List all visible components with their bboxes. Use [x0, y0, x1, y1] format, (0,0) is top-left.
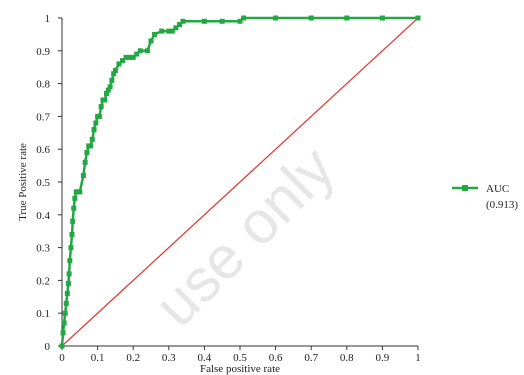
roc-data-point	[98, 104, 104, 110]
x-tick-label: 0.3	[162, 352, 176, 364]
x-tick-label: 0.8	[340, 352, 354, 364]
roc-data-point	[82, 159, 88, 165]
x-tick-label: 0.9	[376, 352, 390, 364]
x-axis-ticks: 0 0.1 0.2 0.3 0.4 0.5 0.6 0.7 0.8 0.9 1	[59, 346, 421, 364]
y-tick-label: 0.6	[36, 144, 50, 156]
roc-data-point	[61, 320, 67, 326]
y-tick-label: 0.3	[36, 243, 50, 255]
y-tick-label: 0	[45, 341, 51, 353]
x-tick-label: 0.7	[304, 352, 318, 364]
roc-data-point	[63, 300, 69, 306]
series-layer	[59, 15, 421, 349]
roc-data-point	[109, 77, 115, 83]
roc-data-point	[379, 15, 385, 21]
roc-data-point	[69, 231, 75, 237]
roc-data-point	[237, 18, 243, 24]
y-tick-label: 0.5	[36, 177, 50, 189]
y-tick-label: 0.9	[36, 46, 50, 58]
roc-data-point	[123, 54, 129, 60]
roc-data-point	[144, 48, 150, 54]
roc-data-point	[67, 258, 73, 264]
roc-data-point	[68, 245, 74, 251]
x-tick-label: 0.2	[126, 352, 140, 364]
roc-data-point	[104, 90, 109, 96]
y-axis-title: True Positive rate	[17, 143, 29, 221]
y-tick-label: 0.2	[36, 275, 50, 287]
y-tick-label: 0.7	[36, 111, 50, 123]
roc-data-point	[87, 143, 93, 149]
roc-data-point	[66, 271, 72, 277]
roc-data-point	[120, 58, 126, 64]
y-tick-label: 0.1	[36, 308, 50, 320]
roc-data-point	[111, 71, 117, 77]
roc-data-point	[159, 28, 165, 34]
reference-diagonal-line	[61, 17, 419, 347]
y-tick-label: 1	[45, 13, 51, 25]
roc-data-point	[65, 281, 71, 287]
legend-sublabel: (0.913)	[486, 199, 518, 211]
x-tick-label: 0	[59, 352, 65, 364]
roc-data-point	[64, 291, 70, 297]
roc-data-point	[70, 218, 76, 224]
roc-data-point	[62, 310, 68, 316]
roc-data-point	[84, 149, 90, 155]
x-axis-title: False positive rate	[200, 363, 280, 375]
roc-data-point	[91, 127, 97, 133]
roc-data-point	[107, 84, 113, 90]
roc-data-point	[96, 113, 102, 119]
roc-data-point	[344, 15, 350, 21]
roc-data-point	[71, 205, 77, 211]
y-axis-ticks: 0 0.1 0.2 0.3 0.4 0.5 0.6 0.7 0.8 0.9 1	[36, 13, 62, 353]
roc-data-point	[201, 18, 207, 24]
roc-data-point	[60, 330, 66, 336]
x-tick-label: 1	[415, 352, 421, 364]
roc-data-point	[180, 18, 186, 24]
roc-data-point	[241, 15, 247, 21]
roc-data-point	[102, 97, 108, 103]
roc-data-point	[116, 61, 122, 67]
roc-data-point	[176, 22, 182, 28]
roc-data-point	[134, 51, 140, 57]
legend-marker	[462, 185, 468, 191]
x-tick-label: 0.1	[91, 352, 105, 364]
roc-data-point	[77, 189, 83, 195]
roc-data-point	[148, 38, 154, 44]
roc-data-point	[59, 343, 65, 349]
roc-data-point	[130, 54, 136, 60]
x-tick-label: 0.4	[198, 352, 212, 364]
roc-data-point	[219, 18, 225, 24]
roc-data-point	[93, 120, 99, 126]
roc-data-point	[169, 28, 175, 34]
y-tick-label: 0.4	[36, 210, 50, 222]
x-tick-label: 0.6	[269, 352, 283, 364]
roc-data-point	[308, 15, 314, 21]
roc-data-point	[173, 25, 179, 31]
roc-data-point	[166, 28, 172, 34]
watermark-text: use only	[142, 134, 347, 339]
roc-data-point	[112, 67, 118, 73]
x-tick-label: 0.5	[233, 352, 247, 364]
roc-data-point	[137, 48, 143, 54]
roc-data-point	[152, 31, 158, 37]
roc-data-point	[127, 54, 133, 60]
roc-data-point	[273, 15, 279, 21]
roc-data-point	[105, 87, 111, 93]
roc-data-point	[89, 136, 95, 142]
roc-data-point	[415, 15, 421, 21]
roc-data-point	[80, 172, 86, 178]
y-tick-label: 0.8	[36, 79, 50, 91]
legend: AUC (0.913)	[452, 183, 518, 211]
legend-label: AUC	[486, 183, 509, 195]
roc-data-point	[72, 195, 78, 201]
